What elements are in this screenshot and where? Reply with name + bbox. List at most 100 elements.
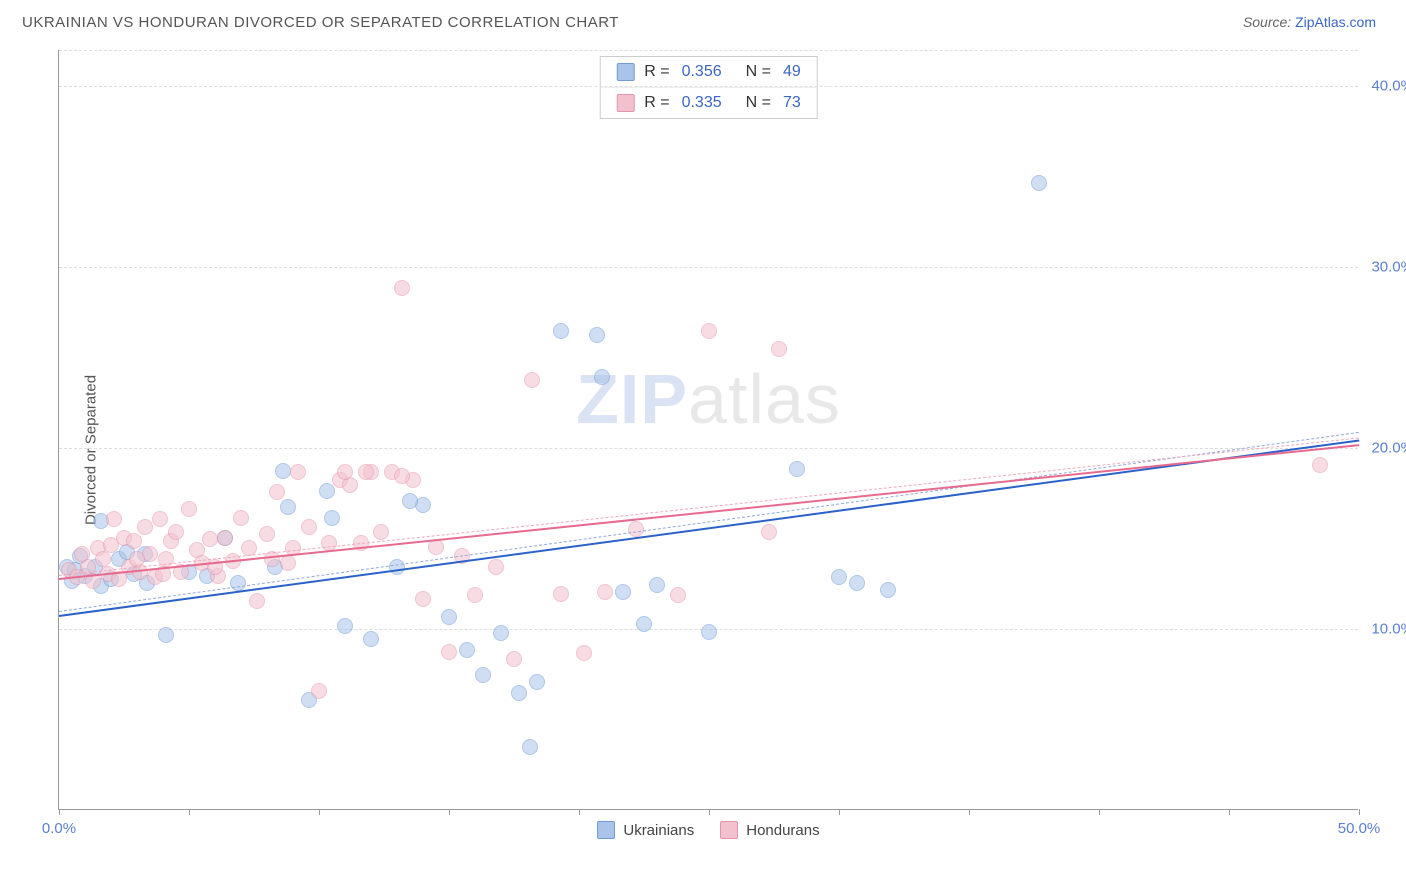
plot-area: ZIPatlas R =0.356N =49R =0.335N =73 Ukra… <box>58 50 1358 810</box>
data-point <box>524 372 540 388</box>
data-point <box>1031 175 1047 191</box>
data-point <box>269 484 285 500</box>
data-point <box>506 651 522 667</box>
data-point <box>230 575 246 591</box>
x-tick <box>969 809 970 815</box>
data-point <box>831 569 847 585</box>
gridline <box>59 86 1358 87</box>
data-point <box>649 577 665 593</box>
data-point <box>576 645 592 661</box>
data-point <box>358 464 374 480</box>
data-point <box>394 468 410 484</box>
data-point <box>615 584 631 600</box>
data-point <box>636 616 652 632</box>
legend-swatch <box>720 821 738 839</box>
legend-r-label: R = <box>644 94 669 112</box>
x-tick-label: 0.0% <box>42 820 76 837</box>
data-point <box>522 739 538 755</box>
legend-item: Ukrainians <box>597 821 694 839</box>
data-point <box>459 642 475 658</box>
x-tick <box>189 809 190 815</box>
data-point <box>202 531 218 547</box>
legend-n-value: 73 <box>783 94 801 112</box>
x-tick <box>59 809 60 815</box>
data-point <box>761 524 777 540</box>
data-point <box>493 625 509 641</box>
data-point <box>137 519 153 535</box>
data-point <box>475 667 491 683</box>
y-tick-label: 40.0% <box>1371 78 1406 95</box>
data-point <box>259 526 275 542</box>
data-point <box>628 521 644 537</box>
data-point <box>670 587 686 603</box>
data-point <box>441 609 457 625</box>
y-tick-label: 10.0% <box>1371 621 1406 638</box>
data-point <box>488 559 504 575</box>
legend-label: Hondurans <box>746 822 819 839</box>
legend-n-label: N = <box>746 63 771 81</box>
legend-swatch <box>616 94 634 112</box>
data-point <box>589 327 605 343</box>
data-point <box>280 555 296 571</box>
data-point <box>467 587 483 603</box>
data-point <box>319 483 335 499</box>
trend-line <box>59 437 1359 576</box>
data-point <box>290 464 306 480</box>
x-tick <box>579 809 580 815</box>
legend-label: Ukrainians <box>623 822 694 839</box>
legend-stats: R = 0.356 N = 49 R = 0.335 N = 73 <box>599 56 818 119</box>
data-point <box>168 524 184 540</box>
data-point <box>249 593 265 609</box>
y-tick-label: 20.0% <box>1371 440 1406 457</box>
legend-r-value: 0.356 <box>682 63 722 81</box>
y-tick-label: 30.0% <box>1371 259 1406 276</box>
data-point <box>553 323 569 339</box>
data-point <box>337 618 353 634</box>
x-tick <box>319 809 320 815</box>
data-point <box>126 533 142 549</box>
gridline <box>59 50 1358 51</box>
chart-title: UKRAINIAN VS HONDURAN DIVORCED OR SEPARA… <box>22 14 619 31</box>
data-point <box>441 644 457 660</box>
data-point <box>553 586 569 602</box>
legend-item: Hondurans <box>720 821 819 839</box>
legend-swatch <box>616 63 634 81</box>
data-point <box>280 499 296 515</box>
data-point <box>597 584 613 600</box>
data-point <box>158 627 174 643</box>
gridline <box>59 267 1358 268</box>
chart-container: Divorced or Separated ZIPatlas R =0.356N… <box>22 50 1382 850</box>
data-point <box>880 582 896 598</box>
data-point <box>701 323 717 339</box>
x-tick <box>709 809 710 815</box>
data-point <box>701 624 717 640</box>
data-point <box>373 524 389 540</box>
x-tick <box>839 809 840 815</box>
x-tick <box>1229 809 1230 815</box>
data-point <box>789 461 805 477</box>
legend-swatch <box>597 821 615 839</box>
legend-r-value: 0.335 <box>682 94 722 112</box>
legend-stat-row: R = 0.335 N = 73 <box>600 87 817 118</box>
data-point <box>181 501 197 517</box>
data-point <box>511 685 527 701</box>
data-point <box>217 530 233 546</box>
x-tick <box>1099 809 1100 815</box>
data-point <box>1312 457 1328 473</box>
trend-line <box>59 444 1359 580</box>
data-point <box>233 510 249 526</box>
data-point <box>301 519 317 535</box>
source-link[interactable]: ZipAtlas.com <box>1295 14 1376 30</box>
data-point <box>594 369 610 385</box>
data-point <box>394 280 410 296</box>
data-point <box>103 537 119 553</box>
legend-stat-row: R =0.356N =49 <box>600 57 817 87</box>
data-point <box>363 631 379 647</box>
data-point <box>415 591 431 607</box>
legend-n-value: 49 <box>783 63 801 81</box>
legend-n-label: N = <box>746 94 771 112</box>
data-point <box>106 511 122 527</box>
data-point <box>324 510 340 526</box>
data-point <box>275 463 291 479</box>
data-point <box>849 575 865 591</box>
